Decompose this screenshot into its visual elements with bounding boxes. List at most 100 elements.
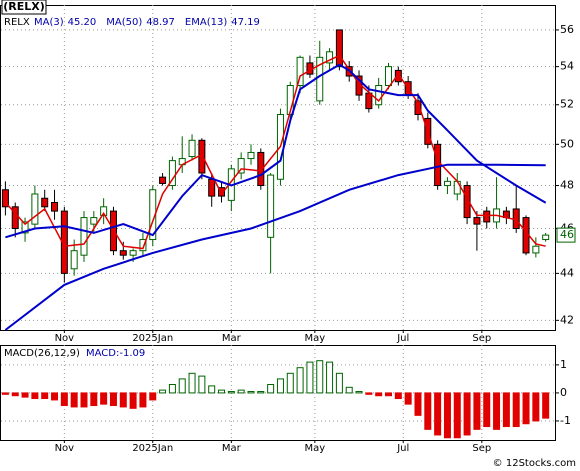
candle-body <box>365 92 373 110</box>
x-tick-label: 2025Jan <box>132 333 173 344</box>
candle-body <box>198 139 206 174</box>
macd-bar <box>404 392 412 405</box>
candle-body <box>188 139 196 158</box>
candle-body <box>208 178 216 197</box>
macd-value: MACD:-1.09 <box>86 348 145 359</box>
macd-bar <box>443 392 451 439</box>
candle-body <box>1 189 9 208</box>
macd-bar <box>31 392 39 400</box>
macd-bar <box>267 384 275 394</box>
legend-name: MA(3) <box>34 17 64 28</box>
macd-bar <box>375 392 383 397</box>
candle-body <box>267 174 275 238</box>
y-tick-label: -1 <box>560 414 571 427</box>
y-tick-label: 1 <box>560 358 567 371</box>
x-tick-label: Sep <box>472 333 491 344</box>
candle-body <box>159 176 167 184</box>
candle-body <box>463 185 471 219</box>
x-tick-label: May <box>304 333 325 344</box>
y-tick-label: 0 <box>560 386 567 399</box>
candle-body <box>483 210 491 223</box>
y-tick-label: 54 <box>560 60 574 73</box>
macd-bar <box>326 361 334 394</box>
macd-bar <box>414 392 422 416</box>
candle-body <box>31 193 39 225</box>
candle-body <box>385 66 393 87</box>
candle-body <box>542 234 550 241</box>
legend-name: EMA(13) <box>185 17 227 28</box>
macd-bar <box>345 386 353 394</box>
macd-bar <box>394 392 402 400</box>
candle-body <box>335 29 343 68</box>
macd-bar <box>493 392 501 430</box>
candle-body <box>237 158 245 174</box>
macd-bar <box>41 392 49 400</box>
macd-bar <box>198 375 206 394</box>
macd-bar <box>424 392 432 430</box>
macd-title: MACD(26,12,9) <box>4 348 80 359</box>
macd-bar <box>1 392 9 395</box>
x-tick-label: May <box>304 443 325 454</box>
macd-bar <box>355 391 363 394</box>
candle-body <box>434 143 442 187</box>
candle-body <box>70 250 78 270</box>
legend-value: 45.20 <box>68 17 97 28</box>
legend-name: MA(50) <box>106 17 142 28</box>
macd-bar <box>434 392 442 436</box>
y-tick-label: 56 <box>560 23 574 36</box>
footer: © 12Stocks.com <box>493 458 576 469</box>
macd-bar <box>306 361 314 394</box>
macd-bar <box>296 367 304 394</box>
y-tick-label: 42 <box>560 313 574 326</box>
macd-bar <box>276 378 284 394</box>
macd-bar <box>129 392 137 409</box>
y-tick-label: 50 <box>560 137 574 150</box>
candle-body <box>247 151 255 160</box>
x-tick-label: Jul <box>396 333 409 344</box>
macd-bar <box>227 391 235 394</box>
x-tick-label: Sep <box>472 443 491 454</box>
macd-bar <box>316 360 324 394</box>
macd-bar <box>188 372 196 394</box>
macd-bar <box>21 392 29 398</box>
symbol: RELX <box>4 17 30 28</box>
indicator-line <box>4 54 546 250</box>
candle-body <box>453 180 461 195</box>
macd-bar <box>119 392 127 408</box>
candle-body <box>139 239 147 252</box>
candle-body <box>60 210 68 274</box>
candle-body <box>168 160 176 187</box>
x-tick-label: Nov <box>55 333 75 344</box>
candle-body <box>375 85 383 106</box>
candle-body <box>257 151 265 187</box>
candle-body <box>51 202 59 212</box>
macd-bar <box>80 392 88 408</box>
macd-bar <box>51 392 59 401</box>
macd-bar <box>70 392 78 408</box>
x-tick-label: Jul <box>396 443 409 454</box>
candle-body <box>326 51 334 64</box>
macd-bar <box>168 384 176 394</box>
candle-body <box>80 217 88 256</box>
macd-bar <box>257 391 265 394</box>
macd-bar <box>502 392 510 428</box>
candle-body <box>443 180 451 187</box>
macd-bar <box>11 392 19 397</box>
x-tick-label: 2025Jan <box>132 443 173 454</box>
chart-title: (RELX) <box>3 0 45 13</box>
candle-body <box>21 221 29 234</box>
macd-bar <box>532 392 540 422</box>
macd-bar <box>237 389 245 394</box>
macd-bar <box>522 392 530 425</box>
x-tick-label: Mar <box>222 333 242 344</box>
macd-bar <box>208 385 216 394</box>
macd-bar <box>483 392 491 428</box>
y-tick-label: 44 <box>560 266 574 279</box>
macd-bar <box>100 392 108 405</box>
macd-bar <box>159 389 167 394</box>
y-tick-label: 52 <box>560 98 574 111</box>
legend-value: 47.19 <box>231 17 260 28</box>
macd-bar <box>218 389 226 394</box>
legend-value: 48.97 <box>146 17 175 28</box>
